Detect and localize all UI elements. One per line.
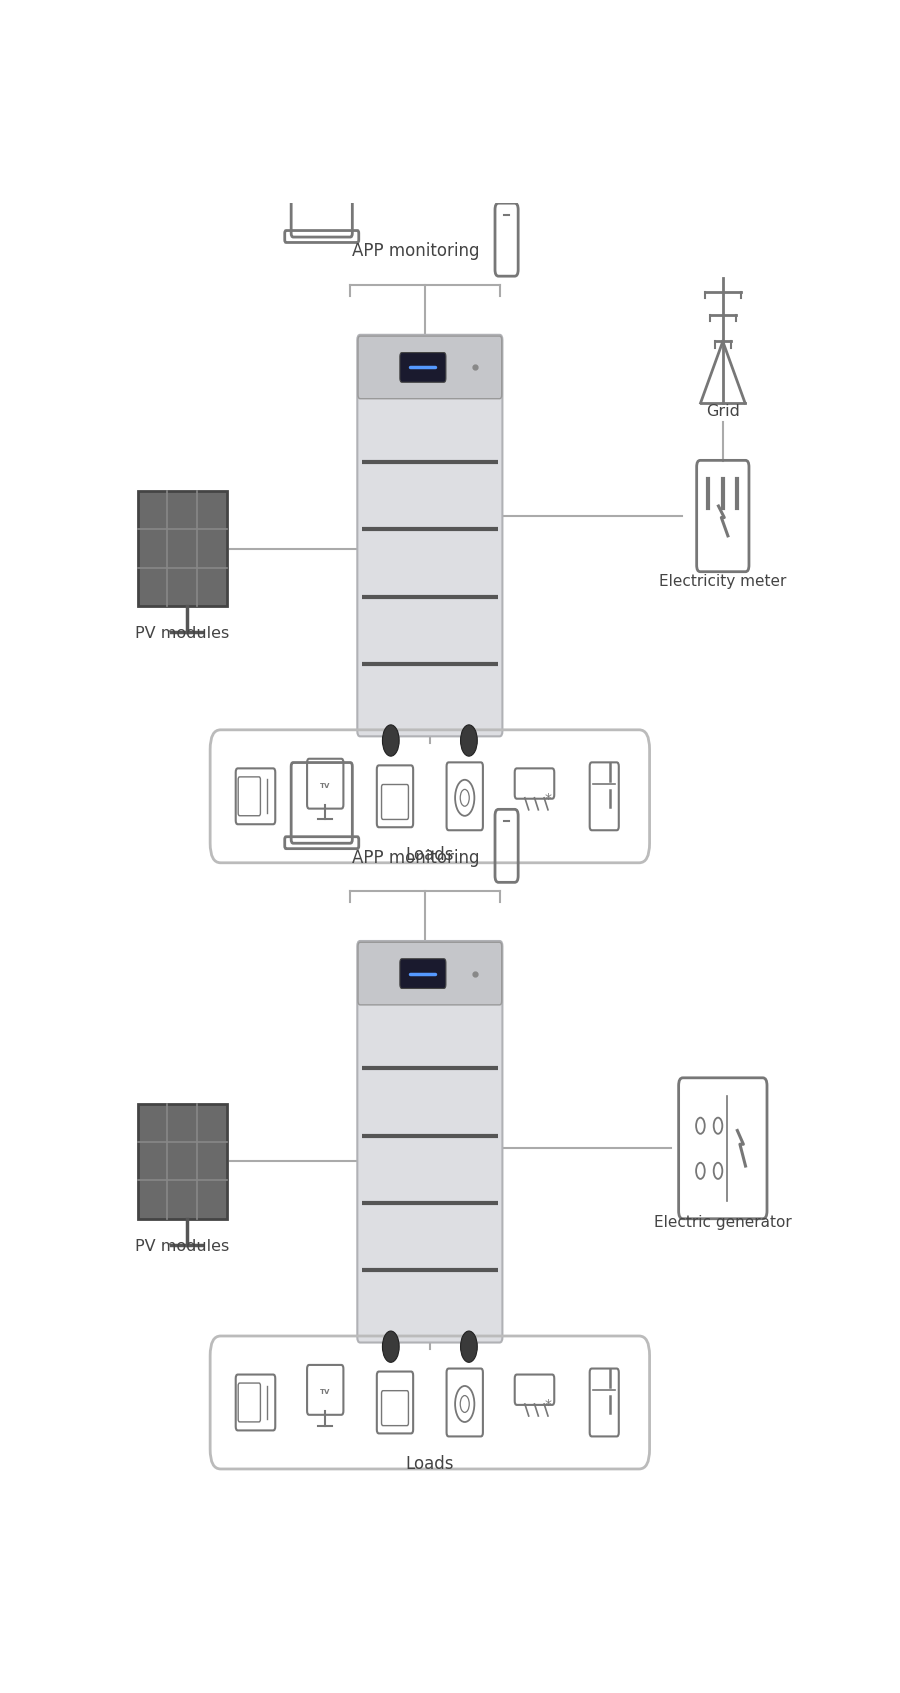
Circle shape xyxy=(461,1331,477,1363)
Text: *: * xyxy=(544,792,552,806)
Text: Electric generator: Electric generator xyxy=(654,1216,792,1231)
FancyBboxPatch shape xyxy=(357,941,502,1343)
Text: TV: TV xyxy=(320,1388,330,1395)
Text: PV modules: PV modules xyxy=(135,1239,230,1253)
Circle shape xyxy=(382,725,400,757)
FancyBboxPatch shape xyxy=(138,491,227,606)
FancyBboxPatch shape xyxy=(358,943,501,1006)
Text: Electricity meter: Electricity meter xyxy=(659,574,787,589)
Circle shape xyxy=(382,1331,400,1363)
Text: Loads: Loads xyxy=(406,846,454,863)
Text: APP monitoring: APP monitoring xyxy=(352,242,480,261)
Text: APP monitoring: APP monitoring xyxy=(352,848,480,867)
FancyBboxPatch shape xyxy=(357,335,502,736)
Text: *: * xyxy=(544,1398,552,1412)
FancyBboxPatch shape xyxy=(358,337,501,400)
Text: Loads: Loads xyxy=(406,1454,454,1473)
Circle shape xyxy=(461,725,477,757)
FancyBboxPatch shape xyxy=(400,958,446,989)
FancyBboxPatch shape xyxy=(400,352,446,383)
Text: TV: TV xyxy=(320,782,330,789)
Text: Grid: Grid xyxy=(706,405,740,420)
Text: PV modules: PV modules xyxy=(135,626,230,642)
FancyBboxPatch shape xyxy=(138,1104,227,1219)
